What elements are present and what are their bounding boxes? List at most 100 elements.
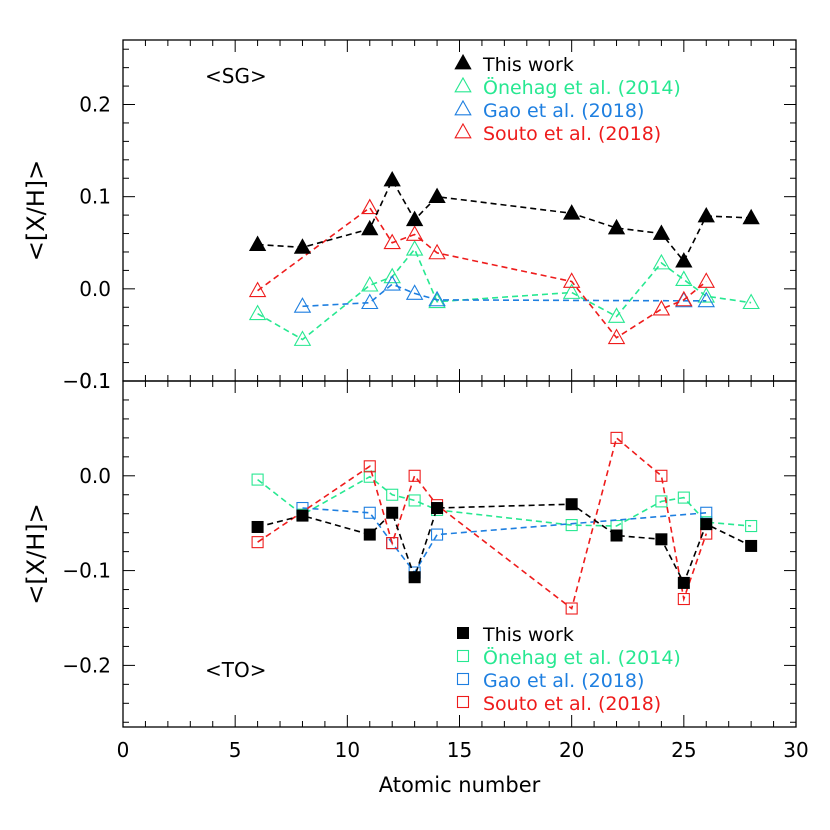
data-point — [361, 275, 379, 292]
data-point — [655, 495, 668, 508]
data-point — [386, 506, 399, 519]
data-point — [607, 328, 626, 345]
data-point — [652, 253, 671, 270]
legend-marker — [457, 627, 469, 639]
data-point — [248, 281, 267, 298]
panel-label: <TO> — [205, 658, 266, 682]
series-line — [302, 283, 707, 308]
data-point — [697, 206, 715, 223]
x-tick-label: 25 — [671, 738, 696, 762]
series-line — [257, 475, 752, 527]
data-point — [383, 171, 401, 187]
data-point — [697, 287, 716, 303]
data-point — [610, 529, 623, 542]
data-point — [383, 267, 401, 284]
data-point — [431, 502, 444, 515]
data-point — [428, 292, 446, 309]
data-point — [562, 283, 581, 299]
data-point — [363, 506, 376, 519]
data-point — [405, 225, 424, 241]
data-point — [293, 238, 312, 254]
legend-entry: Gao et al. (2018) — [483, 100, 644, 122]
legend-entry: Souto et al. (2018) — [483, 123, 661, 145]
series-line — [257, 503, 752, 585]
y-tick-label: 0.1 — [79, 185, 111, 209]
data-point — [677, 592, 690, 606]
y-tick-label: 0.0 — [79, 277, 111, 301]
series-line — [257, 178, 752, 263]
data-point — [563, 204, 581, 220]
y-tick-label: 0.2 — [79, 93, 111, 117]
legend-marker — [454, 53, 472, 70]
data-point — [383, 275, 401, 291]
data-point — [607, 218, 626, 235]
data-point — [428, 187, 446, 204]
data-point — [363, 470, 376, 483]
legend-entry: This work — [482, 624, 574, 646]
legend-marker — [454, 76, 472, 93]
legend-marker — [456, 672, 470, 686]
legend-entry: Gao et al. (2018) — [483, 670, 644, 692]
data-point — [652, 224, 671, 240]
data-point — [565, 498, 578, 511]
data-point — [677, 576, 690, 589]
data-point — [383, 233, 401, 250]
legend-marker — [454, 122, 472, 139]
data-point — [745, 519, 758, 533]
series-this-work — [248, 171, 760, 268]
data-point — [251, 473, 264, 486]
data-point — [361, 198, 379, 215]
x-tick-label: 30 — [783, 738, 808, 762]
data-point — [408, 494, 421, 507]
x-tick-label: 15 — [447, 738, 472, 762]
data-point — [652, 299, 671, 316]
series-line — [257, 436, 708, 610]
x-tick-label: 20 — [559, 738, 584, 762]
legend-marker — [454, 99, 472, 116]
legend-entry: Souto et al. (2018) — [483, 693, 661, 715]
data-point — [431, 528, 444, 541]
data-point — [405, 240, 424, 256]
series-souto-et-al-2018 — [251, 431, 713, 615]
legend-entry: Önehag et al. (2014) — [483, 646, 681, 669]
data-point — [700, 518, 713, 531]
y-tick-label: 0.1 — [79, 369, 111, 393]
data-point — [386, 537, 399, 550]
data-point — [363, 460, 376, 473]
panel-sg: −0.1 0.0 0.1 0.2 <[X/H]> <SG> This workÖnehag … — [22, 39, 797, 393]
data-point — [697, 291, 716, 308]
panel-label: <SG> — [205, 64, 267, 88]
data-point — [677, 491, 690, 504]
data-point — [565, 519, 578, 532]
data-point — [405, 210, 424, 227]
data-point — [408, 571, 421, 584]
data-point — [361, 219, 379, 236]
data-point — [251, 536, 264, 549]
data-point — [363, 528, 376, 541]
data-point — [565, 602, 578, 615]
data-point — [248, 235, 267, 251]
data-point — [361, 293, 379, 310]
y-tick-label: −0.2 — [62, 653, 111, 677]
y-tick-label: −0.1 — [62, 369, 111, 393]
data-point — [386, 488, 399, 501]
data-point — [675, 290, 693, 307]
y-axis-label: <[X/H]> — [22, 160, 50, 262]
data-point — [293, 330, 312, 346]
legend-marker — [456, 695, 470, 709]
x-tick-label: 0 — [117, 738, 130, 762]
y-tick-label: −0.1 — [62, 559, 111, 583]
x-tick-label: 5 — [229, 738, 242, 762]
data-point — [428, 290, 446, 307]
series-gao-et-al-2018 — [296, 501, 713, 579]
data-point — [742, 293, 760, 310]
data-point — [697, 272, 716, 288]
series-this-work — [251, 498, 758, 589]
data-point — [742, 208, 760, 225]
x-axis-label: Atomic number — [379, 773, 541, 797]
series-line — [257, 206, 707, 339]
legend-entry: This work — [482, 54, 574, 76]
data-point — [562, 272, 581, 288]
